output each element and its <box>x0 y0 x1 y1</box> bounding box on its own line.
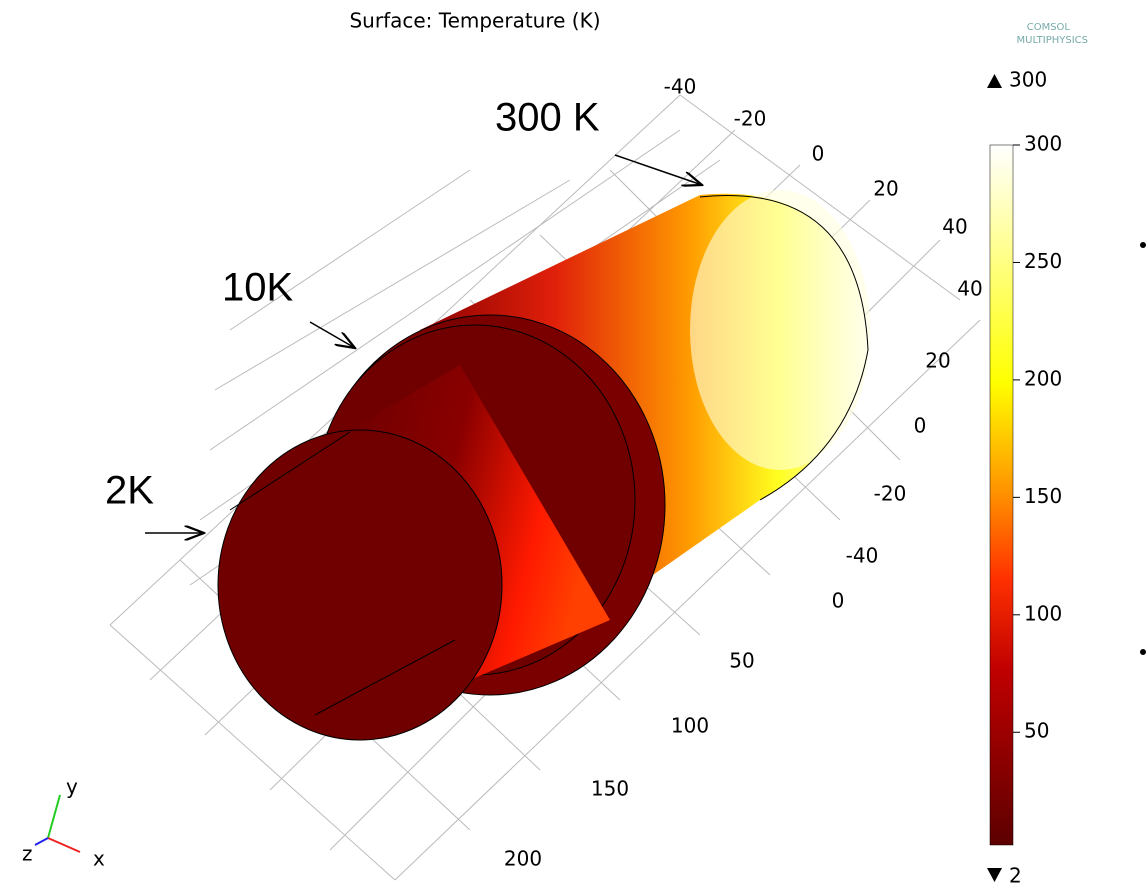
axis-tick-label: 40 <box>957 277 982 301</box>
triad-label: y <box>66 775 78 799</box>
axis-tick-label: 40 <box>942 215 967 239</box>
colorbar-tick-label: 200 <box>1024 366 1062 390</box>
arrow <box>615 155 702 185</box>
logo: MULTIPHYSICS <box>1017 35 1088 46</box>
colorbar-tick-label: 100 <box>1024 601 1062 625</box>
axis-tick-label: -20 <box>734 107 767 131</box>
cap <box>690 190 870 470</box>
annotation: 2K <box>105 469 154 513</box>
max-label: 300 <box>1009 68 1047 92</box>
axis-tick-label: -40 <box>846 544 879 568</box>
axis-tick-label: 150 <box>591 777 629 801</box>
arrow <box>310 322 355 348</box>
colorbar-tick-label: 250 <box>1024 249 1062 273</box>
logo: COMSOL <box>1027 22 1071 33</box>
axis-tick-label: 50 <box>729 649 754 673</box>
axis-tick-label: -20 <box>874 482 907 506</box>
triad-label: z <box>22 842 33 866</box>
plot-title: Surface: Temperature (K) <box>349 9 600 33</box>
triad: y z x <box>22 775 105 871</box>
colorbar <box>990 145 1013 845</box>
axis-tick-label: 20 <box>873 177 898 201</box>
axis-tick-label: -40 <box>664 75 697 99</box>
min-label: 2 <box>1009 864 1022 888</box>
annotation: 300 K <box>495 96 600 140</box>
front-cap <box>218 430 502 740</box>
axis-tick-label: 0 <box>914 414 927 438</box>
plot-window: Surface: Temperature (K) COMSOL MULTIPHY… <box>0 0 1148 895</box>
dot <box>1140 242 1146 248</box>
dot <box>1140 649 1146 655</box>
axis-tick-label: 0 <box>832 589 845 613</box>
colorbar-tick-label: 50 <box>1024 719 1049 743</box>
axis-tick-label: 200 <box>504 847 542 871</box>
max-marker <box>987 74 1002 88</box>
annotation: 10K <box>222 266 293 310</box>
axis-tick-label: 0 <box>812 142 825 166</box>
colorbar-tick-label: 150 <box>1024 484 1062 508</box>
min-marker <box>987 868 1002 882</box>
axis-tick-label: 20 <box>925 349 950 373</box>
triad-label: x <box>93 847 105 871</box>
colorbar-tick-label: 300 <box>1024 132 1062 156</box>
axis-tick-label: 100 <box>671 714 709 738</box>
